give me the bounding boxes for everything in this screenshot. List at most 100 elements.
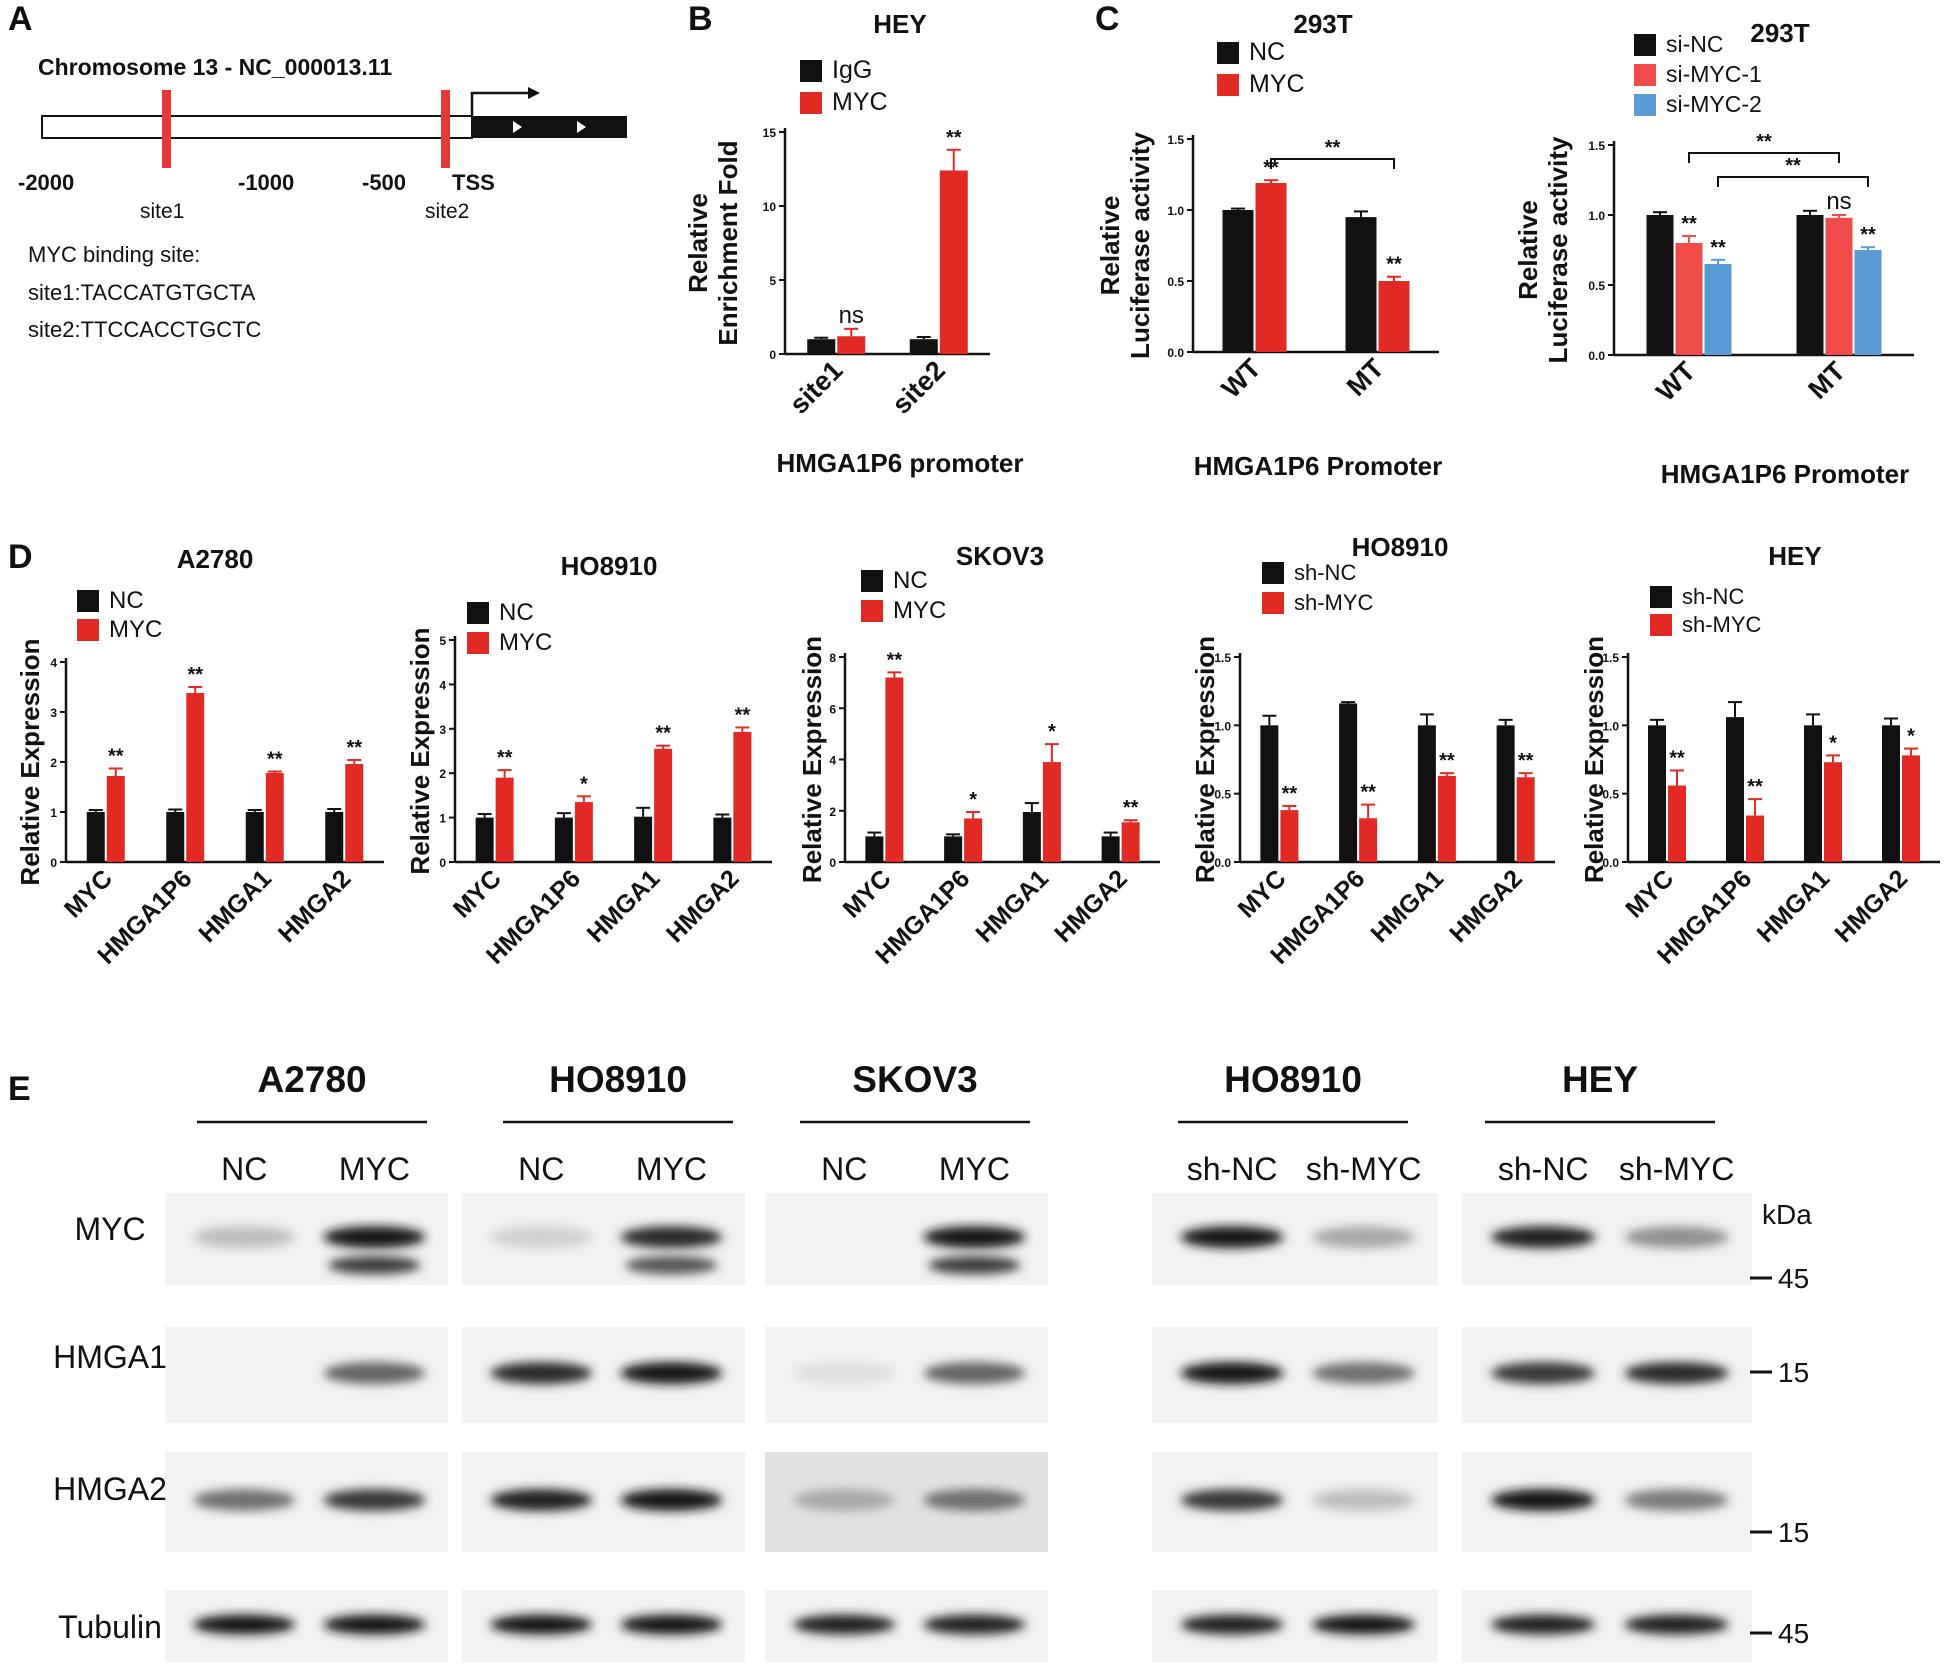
lane-label-sh-nc: sh-NC: [1187, 1151, 1278, 1187]
chart-title: HO8910: [1352, 532, 1449, 562]
bar-sh-nc-myc: [1260, 725, 1279, 862]
binding-site-title: MYC binding site:: [28, 242, 200, 267]
bar-si-nc-wt: [1646, 215, 1674, 355]
band-tubulin-lane1: [1491, 1614, 1596, 1635]
band-myc-lane1: [1491, 1226, 1596, 1249]
band-tubulin-lane2: [1312, 1614, 1416, 1635]
y-axis-label: Relative Expression: [405, 627, 435, 874]
chart-title: 293T: [1750, 18, 1809, 48]
x-category-myc: MYC: [1620, 864, 1679, 923]
lane-label-sh-nc: sh-NC: [1498, 1151, 1589, 1187]
bar-sh-nc-hmga1p6: [1726, 717, 1744, 862]
y-axis-label-group: Relative Expression: [1579, 636, 1609, 883]
band-myc-lower-lane2: [928, 1255, 1021, 1275]
blot-row-label-hmga1: HMGA1: [53, 1339, 167, 1375]
legend-swatch-nc: [77, 590, 99, 612]
x-category-hmga1: HMGA1: [970, 864, 1054, 948]
lane-label-myc: MYC: [636, 1151, 707, 1187]
chromosome-label: Chromosome 13 - NC_000013.11: [38, 54, 392, 80]
bracket-significance: **: [1785, 155, 1801, 177]
y-axis-label: Luciferase activity: [1543, 136, 1573, 363]
y-axis-label: Relative: [683, 193, 713, 293]
significance-label: *: [1048, 721, 1056, 743]
y-axis-label-group: Relative Expression: [797, 636, 827, 883]
x-category-myc: MYC: [448, 864, 507, 923]
significance-label: **: [887, 649, 903, 671]
bar-myc-hmga2: [1121, 822, 1140, 862]
y-tick-label: 0: [50, 856, 57, 870]
bar-myc-myc: [885, 677, 904, 862]
band-hmga1-lane2: [620, 1362, 723, 1385]
chart-title: HEY: [873, 9, 926, 39]
band-hmga2-lane1: [1491, 1489, 1596, 1511]
y-tick-label: 1: [439, 812, 446, 826]
site2-sequence: site2:TTCCACCTGCTC: [28, 317, 262, 342]
site1-label: site1: [140, 200, 184, 223]
x-category-hmga2: HMGA2: [1444, 864, 1528, 948]
band-hmga1-lane2: [1624, 1362, 1729, 1385]
band-hmga1-lane2: [1312, 1362, 1416, 1385]
x-category-hmga1: HMGA1: [1752, 864, 1836, 948]
y-axis-label-group: Relative Expression: [1190, 636, 1220, 883]
x-category-hmga2: HMGA2: [661, 864, 745, 948]
comparison-bracket: [1717, 176, 1869, 187]
position-tss: TSS: [452, 170, 495, 195]
legend-label-igg: IgG: [832, 56, 872, 84]
lane-label-nc: NC: [821, 1151, 867, 1187]
bar-myc-hmga1: [265, 773, 284, 862]
band-hmga2-lane1: [793, 1489, 896, 1511]
legend-label-si-myc-2: si-MYC-2: [1666, 91, 1762, 117]
y-tick-label: 2: [439, 767, 446, 781]
legend-swatch-myc: [800, 92, 822, 114]
y-axis-label: Relative Expression: [15, 638, 45, 885]
x-category-hmga1: HMGA1: [1365, 864, 1449, 948]
legend-label-myc: MYC: [109, 616, 162, 643]
y-tick-label: 1.5: [1588, 139, 1605, 153]
blot-row-label-hmga2: HMGA2: [53, 1471, 167, 1507]
y-tick-label: 3: [50, 706, 57, 720]
site2-label: site2: [425, 200, 469, 223]
lane-label-sh-myc: sh-MYC: [1619, 1151, 1735, 1187]
bar-nc-myc: [86, 812, 105, 862]
legend-label-myc: MYC: [832, 88, 888, 116]
y-tick-label: 2: [50, 756, 57, 770]
significance-label: ns: [839, 302, 864, 329]
significance-label: **: [1681, 213, 1697, 235]
x-category-wt: WT: [1216, 353, 1267, 404]
bar-igg-site1: [807, 339, 836, 354]
significance-label: **: [497, 747, 513, 769]
significance-label: **: [1439, 750, 1455, 772]
band-myc-lane1: [1180, 1226, 1284, 1249]
legend-swatch-igg: [800, 60, 822, 82]
legend-swatch-myc: [861, 600, 883, 622]
significance-label: *: [580, 773, 588, 795]
legend-label-sh-nc: sh-NC: [1682, 584, 1744, 609]
significance-label: *: [1907, 726, 1915, 748]
significance-label: *: [969, 789, 977, 811]
y-tick-label: 0: [769, 348, 776, 362]
y-axis-label: Relative: [1513, 200, 1543, 300]
panel-label-e: E: [8, 1070, 31, 1108]
chart-title: HEY: [1768, 541, 1821, 571]
comparison-bracket: [1688, 152, 1840, 163]
y-axis-label-group: Relative Luciferase activity: [1095, 132, 1155, 359]
bar-nc-hmga1: [634, 816, 653, 862]
bar-nc-hmga2: [325, 812, 344, 862]
bar-nc-hmga1p6: [944, 836, 963, 862]
x-category-myc: MYC: [838, 864, 897, 923]
legend-swatch-si-myc-2: [1634, 94, 1656, 116]
y-tick-label: 0.5: [1588, 279, 1605, 293]
band-tubulin-lane2: [323, 1614, 426, 1635]
bar-sh-myc-hmga1p6: [1746, 815, 1764, 862]
blot-group-title-hey: HEY: [1562, 1059, 1638, 1100]
blot-group-title-ho8910: HO8910: [549, 1059, 687, 1100]
gene-body-bar: [472, 116, 627, 138]
legend-swatch-si-nc: [1634, 34, 1656, 56]
bar-si-myc-2-wt: [1704, 264, 1732, 355]
blot-group-title-ho8910: HO8910: [1224, 1059, 1362, 1100]
band-hmga1-lane2: [923, 1362, 1026, 1385]
bar-sh-nc-hmga1: [1804, 725, 1822, 862]
blot-group-title-skov3: SKOV3: [852, 1059, 977, 1100]
significance-label: **: [1710, 237, 1726, 259]
